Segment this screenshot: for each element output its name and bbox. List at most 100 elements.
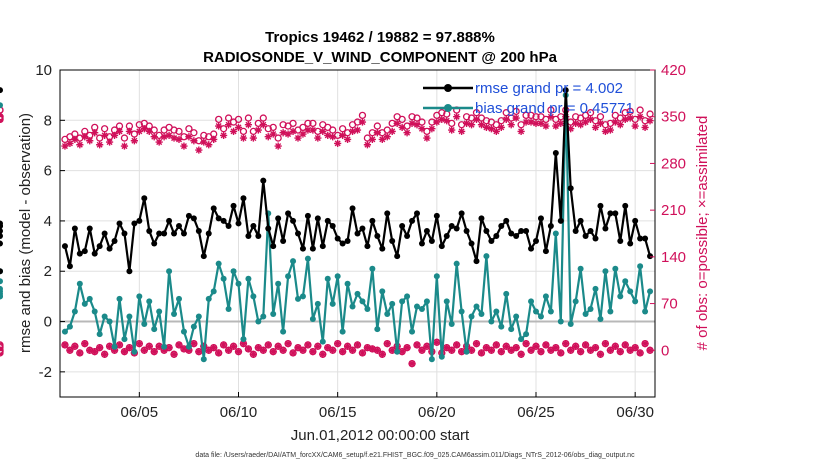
bias-point [438, 353, 445, 360]
rmse-point [141, 195, 148, 202]
obs-possible-marker [408, 113, 416, 121]
obs-low-assimilated-marker [482, 344, 491, 352]
obs-assimilated-marker [438, 115, 446, 123]
rmse-point [473, 258, 480, 265]
bias-point [309, 316, 316, 323]
bias-point [423, 298, 430, 305]
bias-point [334, 273, 341, 280]
bias-point [121, 336, 128, 343]
right-axis-ticks: 0 70 140 210 280 350 420 [650, 62, 686, 359]
obs-assimilated-marker [195, 146, 203, 154]
obs-assimilated-marker [348, 127, 357, 135]
rmse-point [71, 225, 78, 232]
obs-low-assimilated-marker [448, 346, 456, 354]
obs-low-assimilated-marker [472, 340, 481, 348]
obs-low-assimilated-marker [229, 342, 238, 350]
series-layer [0, 87, 654, 363]
rmse-point [156, 230, 163, 237]
rmse-point [0, 222, 3, 229]
bias-point [587, 305, 594, 312]
rmse-point [478, 215, 485, 222]
bias-point [171, 310, 178, 317]
rmse-point [329, 222, 336, 229]
bias-point [151, 326, 158, 333]
obs-assimilated-marker [502, 115, 510, 123]
obs-low-assimilated-marker [319, 350, 327, 358]
x-tick-label: 06/20 [418, 404, 456, 421]
rmse-point [374, 233, 381, 240]
bias-point [0, 278, 3, 285]
bias-point [349, 303, 356, 310]
obs-assimilated-marker [547, 113, 555, 121]
obs-low-assimilated-marker [348, 346, 357, 354]
obs-assimilated-marker [284, 130, 292, 138]
obs-low-assimilated-marker [101, 350, 109, 358]
bias-point [577, 265, 584, 272]
obs-low-assimilated-marker [606, 346, 614, 354]
rmse-point [255, 233, 262, 240]
y-tick-label: -2 [39, 364, 52, 381]
obs-low-assimilated-marker [71, 342, 79, 350]
obs-assimilated-marker [239, 134, 248, 142]
obs-assimilated-marker [453, 113, 461, 121]
right-tick-label: 70 [661, 296, 678, 313]
obs-low-assimilated-marker [408, 360, 416, 368]
rmse-point [265, 225, 272, 232]
obs-low-assimilated-marker [254, 344, 262, 352]
obs-assimilated-marker [180, 142, 188, 150]
obs-low-assimilated-marker [443, 344, 451, 352]
rmse-point [334, 235, 341, 242]
bias-point [414, 303, 420, 310]
bias-point [513, 313, 520, 320]
rmse-point [344, 238, 351, 245]
obs-possible-marker [512, 107, 520, 116]
rmse-point [438, 243, 445, 250]
rmse-point [131, 220, 138, 227]
obs-assimilated-marker [577, 121, 585, 129]
rmse-point [230, 202, 237, 209]
obs-possible-marker [120, 134, 129, 142]
rmse-point [384, 210, 391, 217]
obs-assimilated-marker [274, 142, 282, 150]
x-tick-label: 06/15 [319, 404, 357, 421]
bias-point [0, 285, 3, 292]
bias-point [542, 293, 549, 300]
obs-low-assimilated-marker [160, 346, 168, 354]
obs-low-assimilated-marker [581, 341, 590, 349]
obs-low-assimilated-marker [175, 341, 183, 349]
rmse-point [210, 205, 217, 212]
obs-low-assimilated-marker [487, 346, 495, 354]
obs-assimilated-marker [353, 126, 362, 134]
obs-assimilated-marker [472, 115, 481, 123]
bias-point [379, 288, 386, 295]
bias-point [473, 303, 480, 310]
rmse-point [285, 210, 292, 217]
bias-point [498, 323, 505, 330]
obs-possible-marker [596, 113, 605, 121]
rmse-point [270, 243, 277, 250]
obs-assimilated-marker [616, 121, 624, 129]
obs-assimilated-marker [606, 126, 614, 134]
obs-assimilated-marker [115, 127, 124, 135]
obs-low-assimilated-marker [433, 338, 441, 346]
bias-point [161, 343, 168, 350]
bias-point [552, 230, 559, 237]
obs-assimilated-marker [537, 119, 545, 127]
obs-low-assimilated-marker [527, 346, 535, 354]
obs-assimilated-marker [200, 138, 208, 146]
obs-low-assimilated-marker [378, 350, 386, 358]
rmse-point [220, 217, 227, 224]
obs-assimilated-marker [304, 126, 312, 134]
obs-assimilated-marker [314, 134, 322, 142]
obs-low-assimilated-marker [309, 348, 317, 356]
right-tick-label: 350 [661, 109, 686, 126]
bias-point [200, 356, 207, 363]
rmse-point [200, 253, 207, 260]
obs-low-assimilated-marker [413, 341, 421, 349]
bias-point [364, 305, 371, 312]
rmse-point [537, 215, 544, 222]
obs-low-assimilated-marker [641, 340, 649, 348]
obs-assimilated-marker [408, 119, 416, 127]
rmse-point [364, 243, 371, 250]
rmse-point [602, 225, 609, 232]
